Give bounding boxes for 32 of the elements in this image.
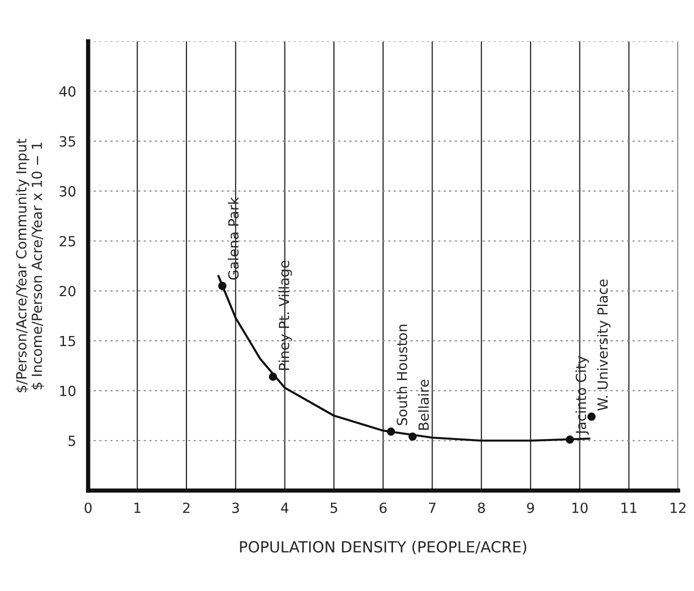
y-tick-label: 30 xyxy=(60,186,76,197)
y-axis-title: $/Person/Acre/Year Community Input $ Income/Person Acre/Year x 10 − 1 xyxy=(16,138,44,392)
y-tick-label: 20 xyxy=(60,286,76,296)
x-tick-label: 1 xyxy=(134,502,140,513)
annotation: Bellaire xyxy=(418,380,429,430)
y-tick-label: 15 xyxy=(60,336,76,346)
x-tick-label: 9 xyxy=(527,502,534,514)
annotation: South Houston xyxy=(396,324,408,426)
x-tick-label: 5 xyxy=(330,502,338,514)
x-tick-label: 10 xyxy=(572,502,588,514)
x-tick-label: 12 xyxy=(670,502,686,513)
x-tick-label: 0 xyxy=(84,502,92,514)
x-tick-label: 7 xyxy=(428,502,436,513)
x-axis-title: POPULATION DENSITY (PEOPLE/ACRE) xyxy=(240,540,526,554)
point xyxy=(566,436,574,444)
x-tick-label: 2 xyxy=(183,502,190,513)
y-tick-label: 5 xyxy=(68,436,76,446)
y-tick-label: 40 xyxy=(59,86,76,97)
x-tick-label: 4 xyxy=(281,502,288,513)
annotation: W. University Place xyxy=(597,279,611,411)
point xyxy=(408,432,417,441)
point xyxy=(386,428,396,436)
y-tick-label: 10 xyxy=(60,386,76,396)
point xyxy=(268,372,278,381)
point xyxy=(218,282,226,290)
x-tick-label: 3 xyxy=(232,502,239,514)
x-tick-label: 8 xyxy=(478,502,485,514)
y-tick-label: 25 xyxy=(60,236,76,246)
annotation: Galena Park xyxy=(228,196,239,280)
y-tick-label: 35 xyxy=(60,136,76,147)
x-tick-label: 11 xyxy=(622,502,636,513)
x-tick-label: 6 xyxy=(380,502,387,514)
